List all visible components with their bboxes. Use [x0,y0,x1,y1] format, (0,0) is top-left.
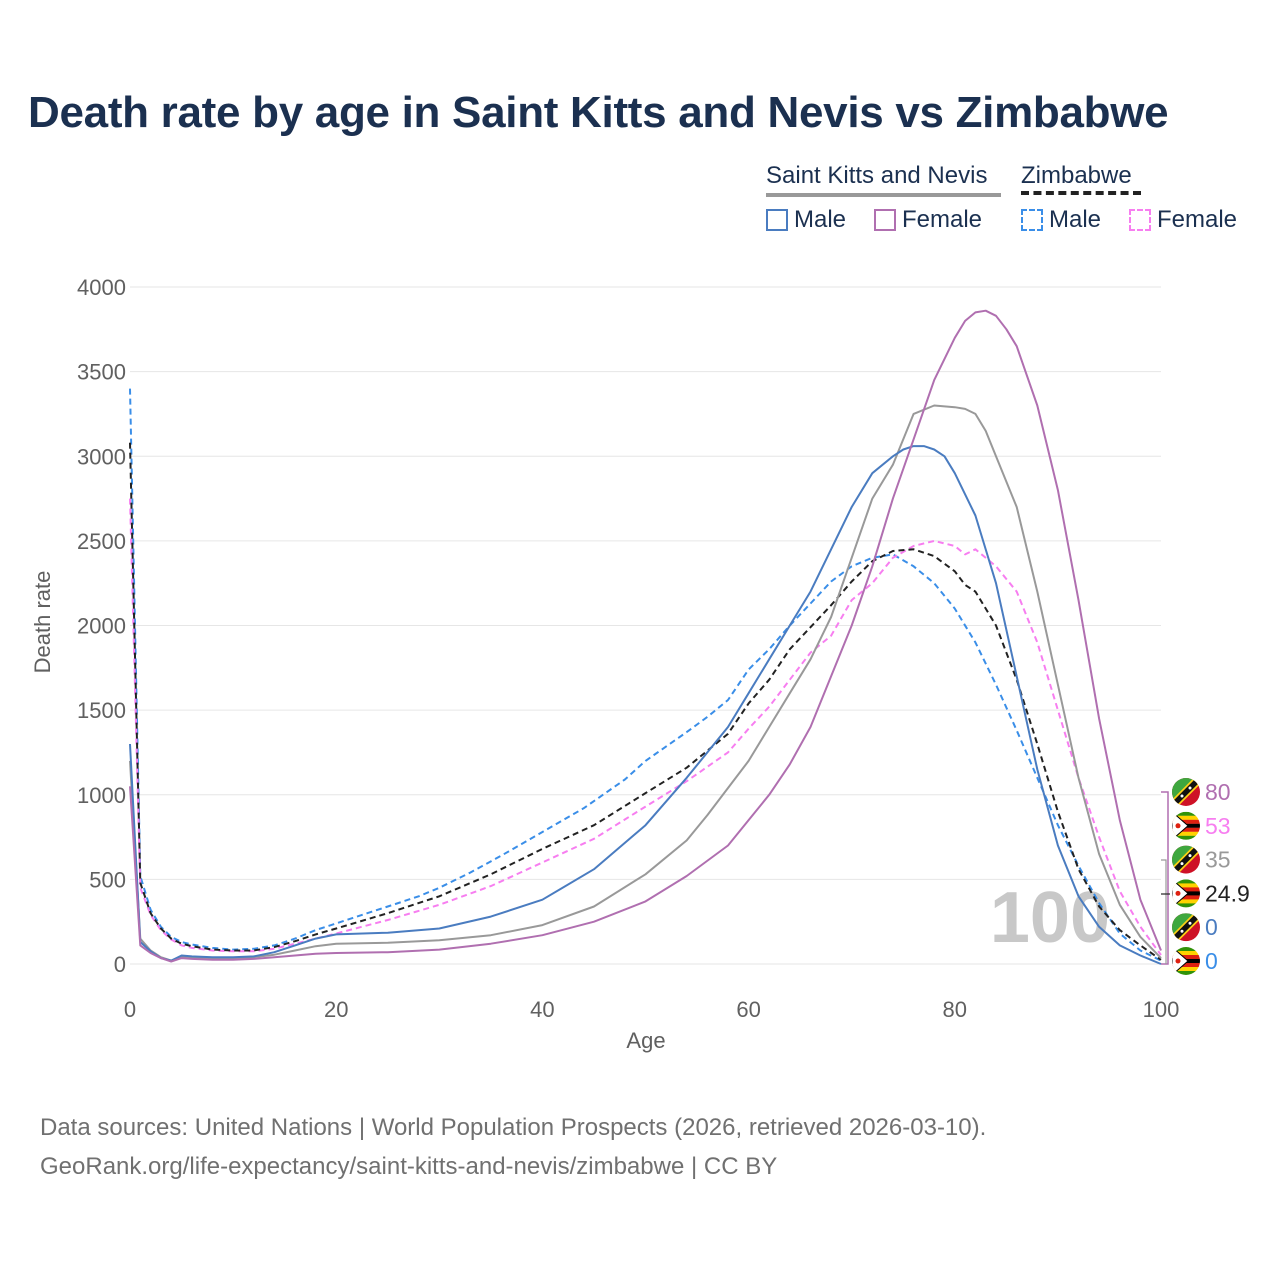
end-label-skn-total: 35 [1205,847,1231,873]
flag-zimbabwe-icon [1172,879,1200,908]
y-tick-label-1000: 1000 [77,783,126,808]
end-label-bracket-female [1161,791,1169,965]
series-line-zw-female[interactable] [129,498,1162,956]
end-label-skn-male: 0 [1205,914,1218,940]
legend-item-skn-female[interactable]: Female [874,206,982,234]
series-line-skn-female[interactable] [129,309,1162,963]
legend-swatch-zw-male [1021,209,1043,231]
legend-underline-zimbabwe [1021,191,1141,195]
flag-saint-kitts-icon [1172,778,1200,806]
sources-line-2[interactable]: GeoRank.org/life-expectancy/saint-kitts-… [40,1153,778,1180]
sources-line-1[interactable]: Data sources: United Nations | World Pop… [40,1114,987,1141]
legend-label-zw-male: Male [1049,206,1102,233]
y-tick-label-4000: 4000 [77,275,126,300]
legend-item-zw-male[interactable]: Male [1021,206,1101,234]
end-label-zw-male: 0 [1205,948,1218,974]
legend-group-saint-kitts: Saint Kitts and Nevis [766,162,988,189]
chart-grid [130,286,1161,965]
legend-item-skn-male[interactable]: Male [766,206,846,234]
y-tick-label-3500: 3500 [77,360,126,385]
data-sources: Data sources: United Nations | World Pop… [40,1108,986,1186]
x-tick-label-100: 100 [1143,997,1180,1022]
end-label-skn-female: 80 [1205,779,1231,805]
legend-item-zw-female[interactable]: Female [1129,206,1237,234]
series-line-zw-male[interactable] [129,388,1162,962]
x-tick-label-60: 60 [736,997,760,1022]
legend-label-skn-male: Male [794,206,847,233]
x-tick-label-40: 40 [530,997,554,1022]
y-tick-label-500: 500 [89,867,126,892]
flag-saint-kitts-icon [1172,913,1200,942]
legend-swatch-skn-female [874,209,896,231]
x-tick-label-20: 20 [324,997,348,1022]
end-label-zw-total: 24.9 [1205,880,1250,906]
x-tick-label-80: 80 [943,997,967,1022]
y-tick-label-3000: 3000 [77,444,126,469]
legend-label-zw-female: Female [1157,206,1238,233]
x-axis-label: Age [626,1028,665,1053]
series-line-skn-male[interactable] [129,445,1162,965]
legend-swatch-zw-female [1129,209,1151,231]
legend-label-skn-female: Female [902,206,983,233]
flag-saint-kitts-icon [1172,845,1200,874]
flag-zimbabwe-icon [1172,811,1200,840]
series-line-zw-total[interactable] [129,442,1162,961]
y-axis-label: Death rate [30,571,55,674]
y-axis: 0 500 1000 1500 2000 2500 3000 3500 4000 [77,275,126,977]
y-tick-label-1500: 1500 [77,698,126,723]
legend-underline-saint-kitts [766,193,1001,197]
chart-title: Death rate by age in Saint Kitts and Nev… [28,88,1169,137]
end-label-zw-female: 53 [1205,813,1231,839]
end-label-bracket-total [1161,859,1167,964]
x-tick-label-0: 0 [124,997,136,1022]
y-tick-label-2000: 2000 [77,614,126,639]
legend-group-zimbabwe: Zimbabwe [1021,162,1132,189]
x-axis: 0 20 40 60 80 100 [124,997,1179,1022]
y-tick-label-2500: 2500 [77,529,126,554]
legend-swatch-skn-male [766,209,788,231]
series-lines [129,309,1162,965]
y-tick-label-0: 0 [114,952,126,977]
flag-zimbabwe-icon [1172,947,1200,975]
end-labels: 80 53 35 24.9 0 0 [1161,778,1250,975]
